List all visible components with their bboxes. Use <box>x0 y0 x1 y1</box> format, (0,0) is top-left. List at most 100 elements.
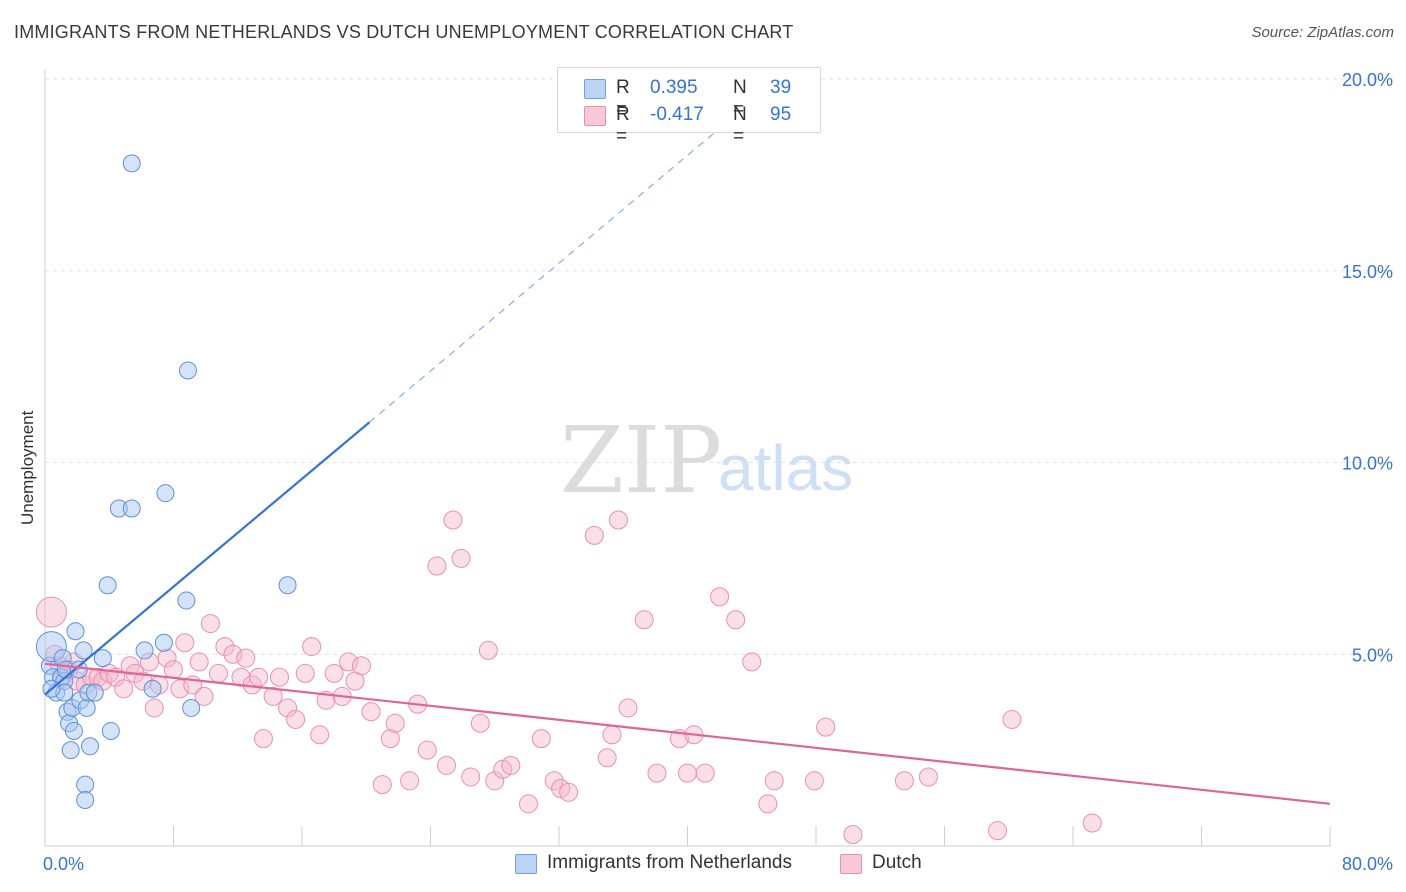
dutch-point <box>470 713 490 733</box>
dutch-point <box>710 587 730 607</box>
trend-lines <box>44 114 1331 805</box>
dutch-point <box>164 660 183 680</box>
dutch-point <box>608 510 628 530</box>
dutch-point <box>208 663 228 683</box>
netherlands-point <box>69 660 88 679</box>
netherlands-point <box>278 576 297 595</box>
dutch-point <box>918 767 938 787</box>
dutch-point <box>215 637 235 657</box>
dutch-point <box>478 640 498 660</box>
dutch-point <box>114 679 134 699</box>
netherlands-point <box>93 649 112 668</box>
dutch-point <box>485 771 505 791</box>
dutch-point <box>380 729 400 749</box>
netherlands-point <box>156 484 175 503</box>
dutch-point <box>417 740 437 760</box>
dutch-point <box>742 652 762 672</box>
dutch-point <box>302 637 322 657</box>
x-tick-label: 0.0% <box>43 854 84 874</box>
dutch-point <box>339 652 359 672</box>
dutch-point <box>385 713 405 733</box>
dutch-point <box>286 709 306 729</box>
y-tick-label: 15.0% <box>1342 262 1393 282</box>
dutch-point <box>843 824 863 844</box>
dutch-point <box>249 667 269 687</box>
dutch-point <box>270 667 290 687</box>
dutch-point <box>816 717 836 737</box>
pink-swatch <box>840 854 862 874</box>
netherlands-point <box>61 741 80 760</box>
netherlands-point <box>76 790 95 809</box>
netherlands-point <box>177 591 196 610</box>
dutch-point <box>758 794 778 814</box>
dutch-point <box>726 610 746 630</box>
dutch-point <box>544 771 564 791</box>
n-value: 95 <box>770 104 792 125</box>
netherlands-point <box>66 622 85 641</box>
blue-swatch <box>515 854 537 874</box>
dutch-point <box>351 656 371 676</box>
netherlands-points <box>35 154 297 809</box>
dutch-point <box>278 698 298 718</box>
dutch-point <box>200 614 220 634</box>
netherlands-trend-line <box>44 421 371 696</box>
netherlands-point <box>135 641 154 660</box>
dutch-point <box>451 548 471 568</box>
netherlands-trend-extension <box>369 114 737 423</box>
netherlands-point <box>143 679 162 698</box>
dutch-point <box>427 556 447 576</box>
dutch-point <box>804 771 824 791</box>
dutch-point <box>400 771 420 791</box>
correlation-legend: R = 0.395 N = 39 R = -0.417 N = 95 <box>557 67 821 147</box>
dutch-point <box>501 755 521 775</box>
dutch-point <box>35 596 67 628</box>
netherlands-point <box>64 721 83 740</box>
dutch-point <box>584 525 604 545</box>
tick-labels: 5.0% 10.0% 15.0% 20.0% 0.0% 80.0% <box>43 70 1393 874</box>
watermark-zip: ZIP <box>560 407 722 514</box>
dutch-point <box>437 755 457 775</box>
y-tick-label: 5.0% <box>1352 645 1393 665</box>
watermark-atlas: atlas <box>718 432 853 504</box>
chart-title: IMMIGRANTS FROM NETHERLANDS VS DUTCH UNE… <box>14 22 794 42</box>
dutch-point <box>295 663 315 683</box>
dutch-point <box>618 698 638 718</box>
netherlands-point <box>154 633 173 652</box>
dutch-trend-line <box>44 662 1331 805</box>
r-value: -0.417 <box>650 104 704 125</box>
dutch-point <box>324 663 344 683</box>
y-axis-label: Unemployment <box>18 410 37 525</box>
dutch-point <box>678 763 697 783</box>
dutch-point <box>597 748 617 768</box>
dutch-point <box>223 644 243 664</box>
dutch-points <box>35 510 1102 844</box>
legend-label: Dutch <box>872 852 922 873</box>
netherlands-point <box>74 641 93 660</box>
r-value: 0.395 <box>650 77 698 98</box>
netherlands-point <box>182 698 201 717</box>
pink-swatch <box>584 106 606 126</box>
dutch-point <box>602 725 622 745</box>
dutch-point <box>443 510 463 530</box>
dutch-point <box>310 725 330 745</box>
y-tick-label: 20.0% <box>1342 70 1393 90</box>
dutch-point <box>988 821 1008 841</box>
r-label: R = <box>616 77 630 120</box>
netherlands-point <box>77 698 96 717</box>
netherlands-point <box>122 499 141 518</box>
dutch-point <box>372 775 392 795</box>
dutch-point <box>189 652 209 672</box>
dutch-point <box>647 763 667 783</box>
n-value: 39 <box>770 77 792 98</box>
netherlands-point <box>98 576 117 595</box>
dutch-point <box>175 633 195 653</box>
axes <box>44 70 1331 847</box>
netherlands-point <box>122 154 141 173</box>
x-tick-label: 80.0% <box>1342 854 1393 874</box>
netherlands-point <box>85 683 104 702</box>
dutch-point <box>144 698 164 718</box>
dutch-point <box>461 767 481 787</box>
dutch-point <box>361 702 381 722</box>
dutch-point <box>1082 813 1102 833</box>
netherlands-point <box>80 737 99 756</box>
